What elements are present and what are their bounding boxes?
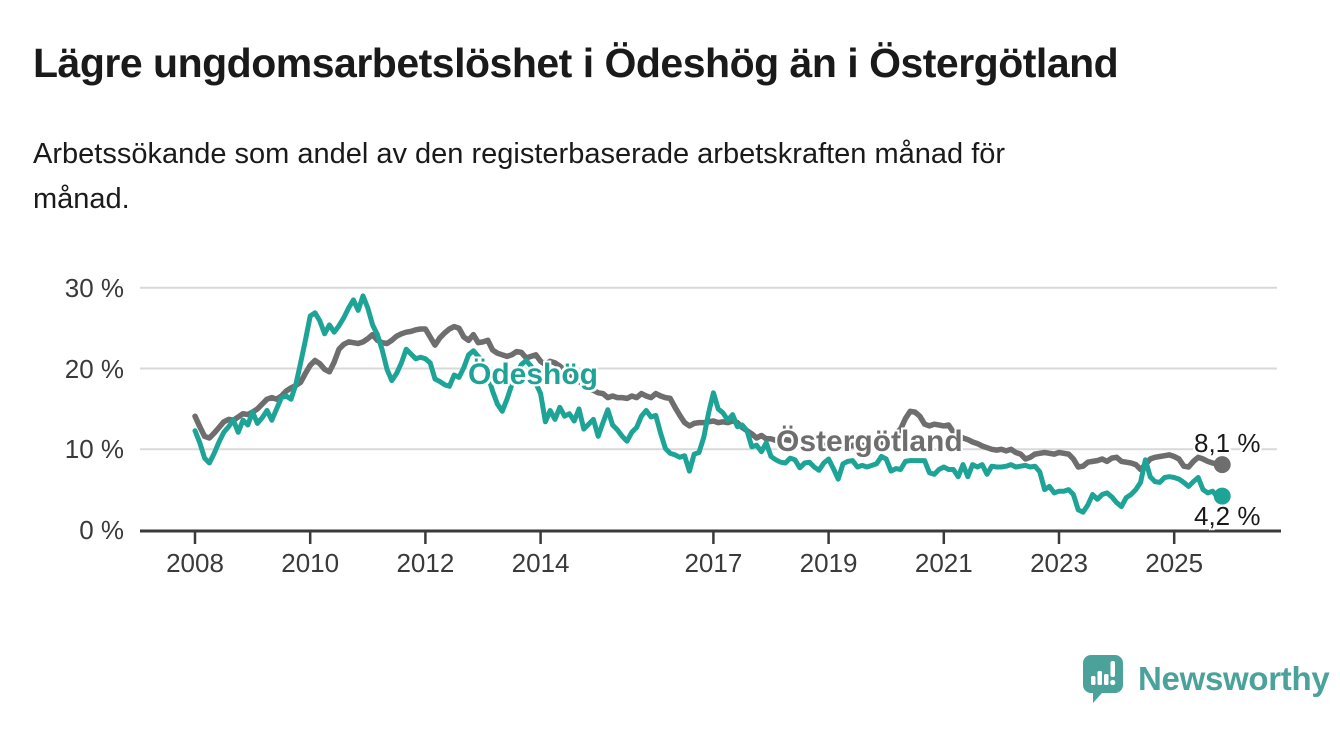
series-end-dot-ostergotland — [1213, 456, 1231, 474]
end-value-label-odeshog: 4,2 % — [1194, 501, 1261, 531]
x-tick-label: 2012 — [396, 548, 455, 578]
x-tick-label: 2008 — [166, 548, 224, 578]
x-tick-label: 2021 — [914, 548, 973, 578]
series-label-odeshog: Ödeshög — [468, 358, 599, 391]
series-line-odeshog — [192, 293, 1225, 515]
end-value-label-ostergotland: 8,1 % — [1194, 428, 1261, 458]
newsworthy-logo-text: Newsworthy — [1138, 660, 1330, 697]
chart-subtitle-line-2: månad. — [33, 183, 130, 215]
x-tick-label: 2010 — [281, 548, 340, 578]
y-tick-label: 10 % — [64, 434, 124, 465]
series-line-ostergotland — [192, 323, 1225, 473]
chart-subtitle-line-1: Arbetssökande som andel av den registerb… — [33, 138, 1006, 170]
x-tick-label: 2017 — [684, 548, 743, 578]
series-end-dot-odeshog — [1213, 487, 1231, 505]
series-label-ostergotland: Östergötland — [776, 425, 963, 458]
x-tick-label: 2014 — [511, 548, 570, 578]
x-tick-label: 2023 — [1030, 548, 1088, 578]
x-tick-label: 2025 — [1145, 548, 1204, 578]
x-tick-label: 2019 — [799, 548, 858, 578]
y-tick-label: 20 % — [64, 353, 124, 384]
newsworthy-speech-bubble-bar-chart-icon — [1083, 655, 1123, 703]
y-tick-label: 0 % — [79, 515, 124, 545]
page-title: Lägre ungdomsarbetslöshet i Ödeshög än i… — [33, 40, 1119, 86]
y-tick-label: 30 % — [64, 272, 124, 303]
newsworthy-logo: Newsworthy — [1082, 653, 1330, 705]
